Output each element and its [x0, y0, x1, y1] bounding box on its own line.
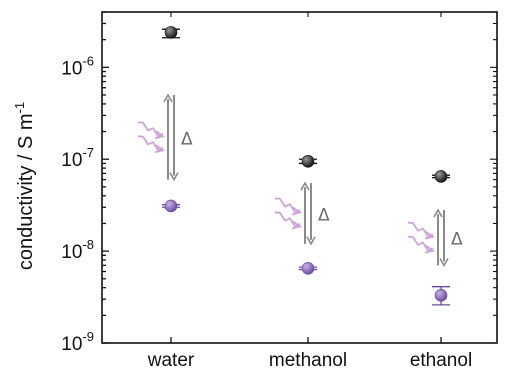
- light-arrow-head: [291, 220, 303, 230]
- axes: [101, 11, 498, 344]
- y-tick-label: 10-6: [61, 53, 94, 79]
- x-category-labels: water methanol ethanol: [147, 350, 472, 369]
- delta-label: Δ: [181, 129, 193, 149]
- excitation-annotations: Δ Δ Δ: [137, 93, 463, 267]
- data-point-dark: [434, 170, 448, 183]
- light-arrow-wave: [274, 211, 301, 228]
- light-arrow-head: [424, 230, 436, 240]
- up-arrow-head: [300, 181, 310, 191]
- down-arrow-head: [169, 172, 179, 182]
- y-tick-labels: 10-9 10-8 10-7 10-6: [61, 53, 94, 355]
- up-arrow-head: [433, 208, 443, 218]
- plot-frame: [101, 11, 498, 344]
- light-arrow-wave: [137, 121, 164, 137]
- y-tick-label: 10-7: [61, 145, 94, 171]
- data-points: [162, 26, 450, 306]
- light-arrow-head: [154, 144, 166, 154]
- light-arrow-wave: [274, 197, 301, 214]
- data-point-purple: [164, 199, 178, 213]
- y-ticks: [102, 11, 497, 344]
- x-category-label: methanol: [269, 350, 347, 369]
- light-arrow-wave: [137, 135, 164, 151]
- delta-label: Δ: [451, 230, 463, 250]
- down-arrow-head: [306, 236, 316, 246]
- x-category-label: ethanol: [410, 350, 472, 369]
- down-arrow-head: [439, 257, 449, 267]
- up-arrow-head: [163, 93, 173, 103]
- delta-label: Δ: [318, 205, 330, 225]
- light-arrow-head: [154, 130, 166, 140]
- x-category-label: water: [147, 350, 195, 369]
- data-point-dark: [164, 26, 178, 39]
- data-point-purple: [301, 261, 315, 275]
- light-arrow-wave: [407, 221, 434, 238]
- y-tick-label: 10-8: [61, 237, 94, 263]
- y-tick-label: 10-9: [61, 329, 94, 355]
- data-point-dark: [301, 154, 315, 168]
- light-arrow-wave: [407, 235, 434, 252]
- light-arrow-head: [424, 244, 436, 254]
- data-point-purple: [434, 289, 448, 302]
- light-arrow-head: [291, 206, 303, 216]
- y-axis-label: conductivity / S m-1: [12, 102, 37, 270]
